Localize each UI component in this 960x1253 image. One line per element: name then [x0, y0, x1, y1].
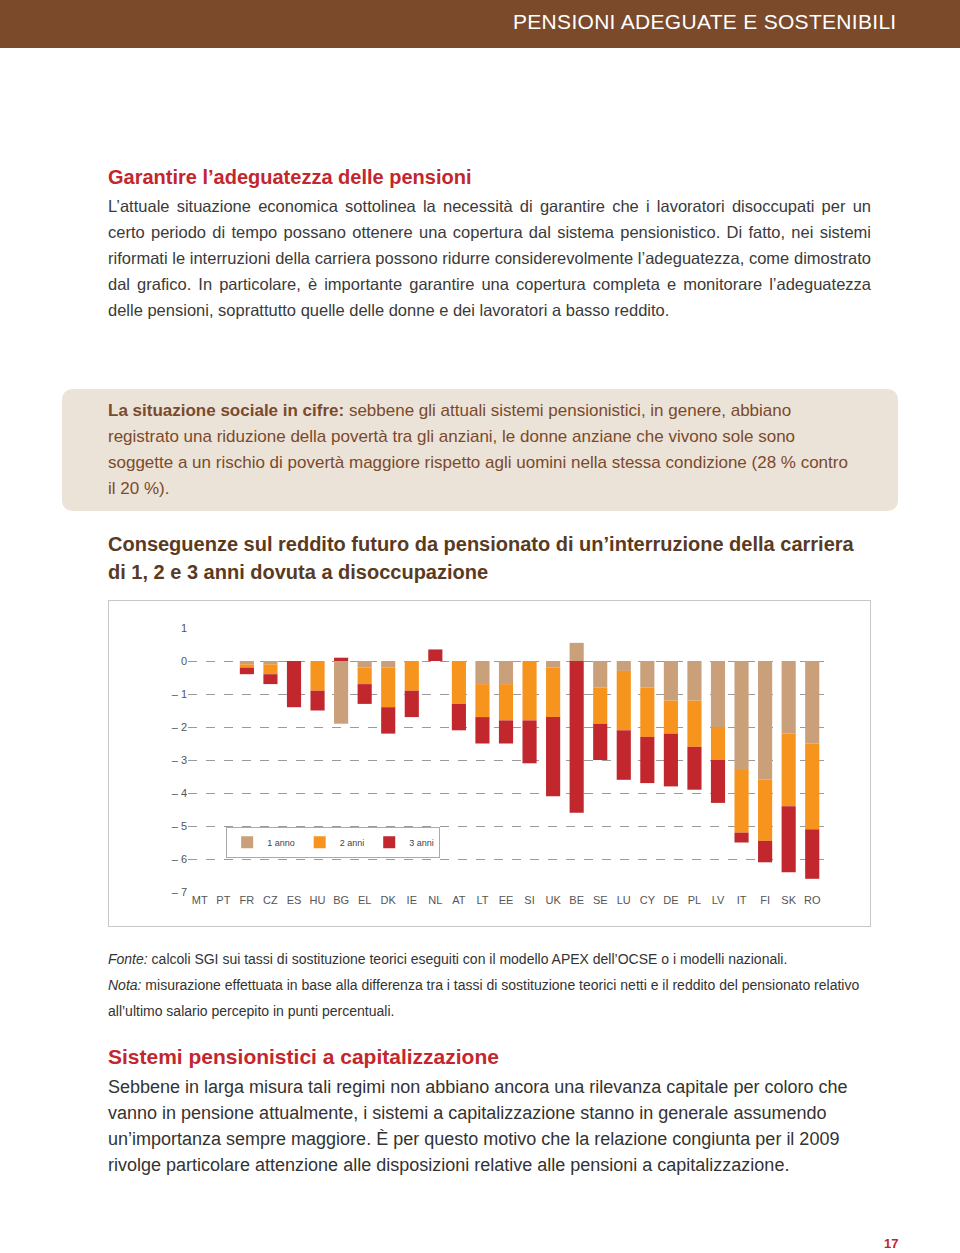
svg-text:PL: PL [688, 894, 701, 906]
svg-text:IT: IT [737, 894, 747, 906]
svg-text:1 anno: 1 anno [267, 838, 295, 848]
svg-text:HU: HU [310, 894, 326, 906]
svg-text:2 anni: 2 anni [340, 838, 365, 848]
svg-text:MT: MT [192, 894, 208, 906]
svg-text:0: 0 [181, 655, 187, 667]
html-text:17: 17 [884, 1236, 899, 1251]
svg-text:FI: FI [760, 894, 770, 906]
svg-text:SI: SI [524, 894, 534, 906]
html-text:Garantire l’adeguatezza delle: Garantire l’adeguatezza delle pensioni [108, 166, 472, 188]
svg-text:EL: EL [358, 894, 371, 906]
svg-text:– 3: – 3 [172, 754, 187, 766]
svg-text:DK: DK [381, 894, 397, 906]
svg-text:NL: NL [428, 894, 442, 906]
svg-text:– 6: – 6 [172, 853, 187, 865]
svg-text:CZ: CZ [263, 894, 278, 906]
html-text:Nota: misurazione effettuata i: Nota: misurazione effettuata in base all… [108, 977, 860, 1019]
html-text:La situazione sociale in cifre: La situazione sociale in cifre: sebbene … [108, 401, 848, 498]
html-text:PENSIONI ADEGUATE E SOSTENIBIL: PENSIONI ADEGUATE E SOSTENIBILI [513, 10, 897, 33]
svg-text:UK: UK [545, 894, 561, 906]
svg-text:PT: PT [216, 894, 230, 906]
svg-text:DE: DE [663, 894, 678, 906]
html-text:Sistemi pensionistici a capita: Sistemi pensionistici a capitalizzazione [108, 1045, 499, 1068]
svg-text:ES: ES [287, 894, 302, 906]
svg-text:AT: AT [452, 894, 466, 906]
svg-text:BE: BE [569, 894, 584, 906]
svg-text:FR: FR [240, 894, 255, 906]
svg-text:LT: LT [476, 894, 488, 906]
svg-text:– 7: – 7 [172, 886, 187, 898]
svg-text:3 anni: 3 anni [409, 838, 434, 848]
svg-text:SK: SK [781, 894, 796, 906]
svg-text:EE: EE [499, 894, 514, 906]
svg-text:BG: BG [333, 894, 349, 906]
html-text:Sebbene in larga misura tali r: Sebbene in larga misura tali regimi non … [108, 1077, 848, 1175]
svg-text:SE: SE [593, 894, 608, 906]
svg-text:LV: LV [712, 894, 725, 906]
svg-text:– 1: – 1 [172, 688, 187, 700]
svg-text:– 4: – 4 [172, 787, 187, 799]
svg-text:RO: RO [804, 894, 821, 906]
html-text:Conseguenze sul reddito futuro: Conseguenze sul reddito futuro da pensio… [108, 533, 854, 583]
svg-text:– 2: – 2 [172, 721, 187, 733]
svg-text:1: 1 [181, 622, 187, 634]
svg-text:– 5: – 5 [172, 820, 187, 832]
svg-text:CY: CY [640, 894, 656, 906]
svg-text:LU: LU [617, 894, 631, 906]
svg-text:IE: IE [407, 894, 417, 906]
html-text:L’attuale situazione economica: L’attuale situazione economica sottoline… [108, 197, 871, 319]
html-text:Fonte: calcoli SGI sui tassi d: Fonte: calcoli SGI sui tassi di sostituz… [108, 951, 788, 967]
